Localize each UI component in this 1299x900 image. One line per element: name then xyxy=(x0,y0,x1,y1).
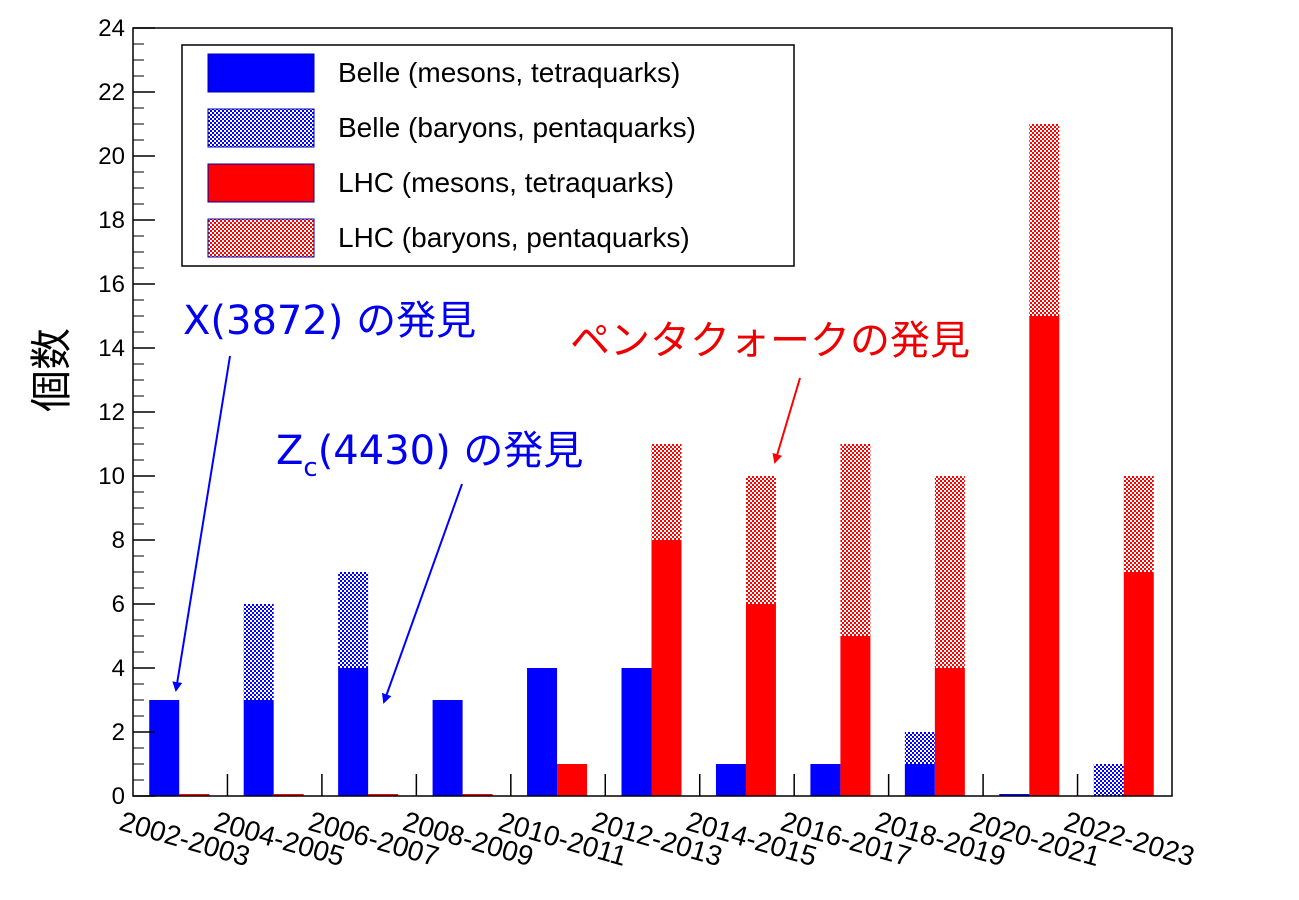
annotation-zc4430-subscript: c xyxy=(303,453,317,483)
bar-belle-mesons-2012-2013 xyxy=(621,668,652,796)
y-tick-label: 6 xyxy=(112,591,125,618)
legend-swatch xyxy=(207,218,315,258)
bar-lhc-baryons-2022-2023 xyxy=(1123,476,1154,572)
bar-belle-baryons-2018-2019 xyxy=(904,732,935,764)
y-tick-label: 14 xyxy=(98,335,125,362)
bar-belle-mesons-2010-2011 xyxy=(527,668,558,796)
bar-belle-mesons-2002-2003 xyxy=(149,700,180,796)
y-tick-label: 12 xyxy=(98,399,125,426)
y-tick-label: 24 xyxy=(98,15,125,42)
bar-belle-mesons-2018-2019 xyxy=(904,764,935,796)
bar-lhc-mesons-2012-2013 xyxy=(651,540,682,796)
bar-lhc-mesons-2016-2017 xyxy=(840,636,871,796)
legend-swatch xyxy=(207,108,315,148)
bar-belle-mesons-2014-2015 xyxy=(715,764,746,796)
bar-lhc-baryons-2014-2015 xyxy=(745,476,776,604)
y-tick-label: 4 xyxy=(112,655,125,682)
bar-lhc-mesons-2020-2021 xyxy=(1029,316,1060,796)
bar-belle-mesons-2016-2017 xyxy=(810,764,841,796)
bar-lhc-mesons-2010-2011 xyxy=(557,764,588,796)
bar-belle-baryons-2004-2005 xyxy=(243,604,274,700)
annotation-x3872: X(3872) の発見 xyxy=(183,298,476,344)
annotation-arrow-x3872 xyxy=(172,355,231,692)
bar-belle-baryons-2006-2007 xyxy=(338,572,369,668)
bar-belle-mesons-2008-2009 xyxy=(432,700,463,796)
y-axis-label: 個数 xyxy=(27,328,76,412)
legend-label: LHC (mesons, tetraquarks) xyxy=(338,167,674,198)
bar-lhc-baryons-2020-2021 xyxy=(1029,124,1060,316)
y-tick-label: 16 xyxy=(98,271,125,298)
bar-lhc-mesons-2018-2019 xyxy=(934,668,965,796)
legend-swatch xyxy=(207,53,315,93)
y-tick-label: 10 xyxy=(98,463,125,490)
annotation-arrow-pentaquark xyxy=(772,377,801,464)
y-tick-label: 2 xyxy=(112,719,125,746)
y-tick-label: 0 xyxy=(112,783,125,810)
bar-lhc-mesons-2022-2023 xyxy=(1123,572,1154,796)
legend: Belle (mesons, tetraquarks) Belle (baryon… xyxy=(181,44,795,267)
bar-belle-mesons-2004-2005 xyxy=(243,700,274,796)
bar-belle-baryons-2022-2023 xyxy=(1093,764,1124,796)
annotation-zc4430-main: Z xyxy=(276,428,303,474)
bar-lhc-baryons-2012-2013 xyxy=(651,444,682,540)
legend-label: Belle (mesons, tetraquarks) xyxy=(338,57,680,88)
annotation-zc4430: Zc(4430) の発見 xyxy=(276,428,583,483)
y-tick-label: 8 xyxy=(112,527,125,554)
bar-lhc-baryons-2018-2019 xyxy=(934,476,965,668)
legend-swatch xyxy=(207,163,315,203)
bar-belle-mesons-2006-2007 xyxy=(338,668,369,796)
annotation-zc4430-rest: (4430) の発見 xyxy=(318,428,584,474)
legend-label: LHC (baryons, pentaquarks) xyxy=(338,222,690,253)
legend-label: Belle (baryons, pentaquarks) xyxy=(338,112,696,143)
bar-lhc-baryons-2016-2017 xyxy=(840,444,871,636)
y-tick-label: 20 xyxy=(98,143,125,170)
annotation-arrow-zc4430 xyxy=(381,483,463,704)
annotation-pentaquark: ペンタクォークの発見 xyxy=(570,318,970,364)
annotations: X(3872) の発見 Zc(4430) の発見 ペンタクォークの発見 xyxy=(172,298,970,704)
y-tick-label: 22 xyxy=(98,79,125,106)
y-tick-label: 18 xyxy=(98,207,125,234)
bars-layer xyxy=(149,124,1154,796)
bar-lhc-mesons-2014-2015 xyxy=(745,604,776,796)
